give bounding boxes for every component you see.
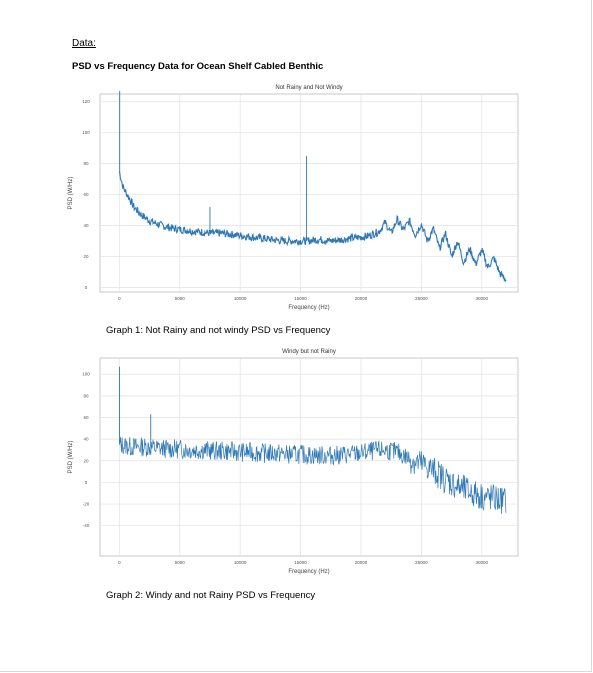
- y-tick-label: 100: [82, 372, 90, 377]
- x-tick-label: 15000: [294, 296, 307, 301]
- x-axis-label: Frequency (Hz): [288, 305, 329, 311]
- y-tick-label: 60: [83, 192, 89, 197]
- y-axis-label: PSD (W/Hz): [68, 441, 74, 474]
- x-tick-label: 0: [118, 560, 121, 565]
- x-tick-label: 25000: [415, 296, 428, 301]
- x-tick-label: 10000: [234, 296, 247, 301]
- x-tick-label: 30000: [475, 560, 488, 565]
- y-tick-label: 120: [82, 99, 90, 104]
- y-tick-label: 80: [83, 161, 89, 166]
- graph-1-not-rainy-not-windy: Not Rainy and Not Windy 0 5000 10000 15000 20…: [68, 85, 519, 311]
- x-tick-label: 0: [118, 296, 121, 301]
- x-tick-label: 10000: [234, 560, 247, 565]
- plot-area: [99, 93, 519, 293]
- x-tick-label: 5000: [175, 560, 186, 565]
- graph-2-caption: Graph 2: Windy and not Rainy PSD vs Freq…: [106, 590, 316, 601]
- y-tick-label: 20: [83, 254, 89, 259]
- y-tick-label: -40: [83, 523, 90, 528]
- x-tick-label: 20000: [355, 560, 368, 565]
- plot-area: [99, 357, 519, 557]
- psd-series-line: [118, 171, 507, 282]
- y-tick-label: 60: [83, 415, 89, 420]
- document-subheading: PSD vs Frequency Data for Ocean Shelf Ca…: [72, 61, 324, 72]
- chart-title: Windy but not Rainy: [282, 349, 336, 355]
- x-axis-label: Frequency (Hz): [288, 569, 329, 575]
- section-heading: Data:: [72, 38, 96, 49]
- graph-1-caption: Graph 1: Not Rainy and not windy PSD vs …: [106, 325, 331, 336]
- graph-2-windy-not-rainy: Windy but not Rainy 0 5000 10000 15000 20000 2…: [68, 349, 519, 575]
- y-tick-label: 40: [83, 223, 89, 228]
- y-tick-label: -20: [83, 502, 90, 507]
- y-tick-label: 20: [83, 458, 89, 463]
- x-tick-label: 15000: [294, 560, 307, 565]
- y-tick-label: 100: [82, 130, 90, 135]
- x-tick-label: 5000: [175, 296, 186, 301]
- y-tick-label: 40: [83, 437, 89, 442]
- x-tick-label: 25000: [415, 560, 428, 565]
- y-tick-label: 0: [85, 480, 88, 485]
- y-tick-label: 80: [83, 393, 89, 398]
- psd-series-line: [118, 437, 507, 514]
- x-tick-label: 20000: [355, 296, 368, 301]
- chart-title: Not Rainy and Not Windy: [275, 85, 342, 91]
- y-axis-label: PSD (W/Hz): [68, 177, 74, 210]
- y-tick-label: 0: [85, 285, 88, 290]
- x-tick-label: 30000: [475, 296, 488, 301]
